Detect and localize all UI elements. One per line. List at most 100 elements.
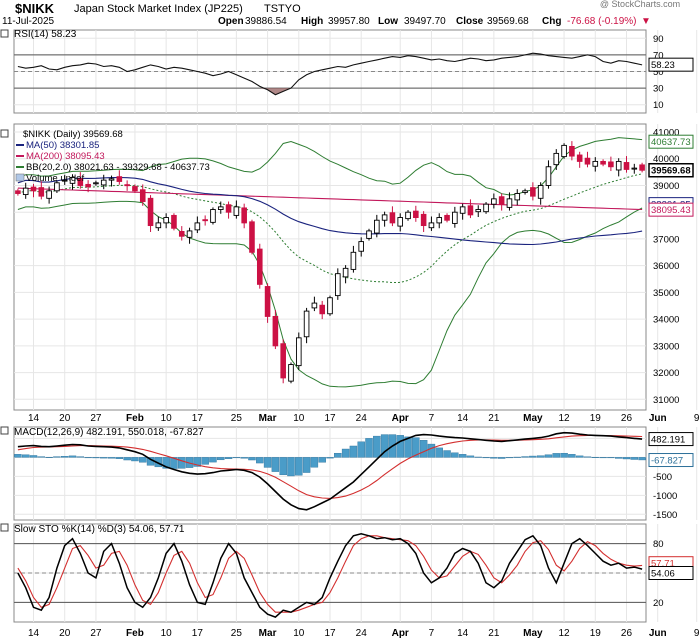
sto-k-last-value-box (648, 566, 694, 580)
candle-body (600, 160, 606, 165)
candle-body (475, 209, 482, 213)
y-tick-label: 30 (653, 84, 664, 95)
candle-body (147, 197, 154, 227)
x-tick-label: Jun (649, 413, 667, 424)
candle-body (61, 179, 68, 182)
macd-histogram-bar (178, 457, 186, 469)
symbol-label: $NIKK (15, 1, 55, 16)
macd-histogram-bar (310, 457, 319, 468)
rsi-legend: RSI(14) 58.23 (0, 29, 77, 40)
price-right-label-box (648, 134, 694, 149)
candle-body (264, 286, 271, 317)
macd-histogram-bar (513, 456, 521, 458)
macd-legend-text: MACD(12,26,9) 482.191, 550.018, -67.827 (14, 427, 204, 438)
price-legend-text: $NIKK (Daily) 39569.68 (23, 129, 123, 140)
macd-histogram-bar (76, 456, 85, 458)
x-tick-label: 19 (590, 628, 602, 639)
x-tick-label: 27 (90, 628, 102, 639)
macd-histogram-bar (84, 457, 92, 459)
macd-last-value: 482.191 (651, 435, 685, 446)
high-label: High (301, 16, 323, 27)
candle-body (85, 183, 91, 188)
chart-header: $NIKK Japan Stock Market Index (JP225) T… (2, 1, 651, 27)
price-right-label: 40637.73 (651, 137, 691, 148)
candle-body (155, 222, 162, 229)
x-tick-label: 25 (231, 628, 243, 639)
rsi-last-value: 58.23 (651, 60, 675, 71)
macd-histogram-bar (419, 440, 428, 458)
down-arrow-icon: ▼ (641, 16, 651, 27)
y-tick-label: 70 (653, 50, 664, 61)
candle-body (584, 157, 591, 165)
collapse-icon[interactable] (0, 29, 9, 38)
candle-body (420, 213, 427, 227)
macd-histogram-bar (123, 457, 131, 461)
x-tick-label: 9 (694, 628, 700, 639)
price-right-label: 39569.68 (651, 166, 691, 177)
macd-histogram-bar (427, 443, 436, 458)
x-tick-label: 7 (429, 413, 435, 424)
macd-histogram-bar (209, 457, 217, 463)
candle-body (77, 178, 84, 186)
macd-histogram-bar (505, 457, 514, 459)
macd-histogram-bar (638, 457, 646, 461)
collapse-icon[interactable] (0, 523, 9, 532)
macd-histogram-bar (365, 438, 373, 458)
candle-body (436, 217, 443, 224)
x-tick-label: 17 (324, 413, 336, 424)
macd-histogram-bar (591, 456, 599, 458)
macd-histogram-bar (334, 452, 342, 458)
candle-body (311, 302, 318, 309)
macd-histogram-bar (107, 457, 116, 459)
candle-body (459, 206, 466, 214)
sto-legend: Slow STO %K(14) %D(3) 54.06, 57.71 (0, 523, 185, 535)
macd-histogram-bar (217, 457, 225, 461)
candle-body (233, 206, 240, 216)
candle-body (22, 187, 29, 196)
x-tick-label: 7 (429, 628, 435, 639)
volume-legend-text: Volume undef (26, 173, 84, 184)
x-tick-label: May (523, 628, 543, 639)
macd-legend: MACD(12,26,9) 482.191, 550.018, -67.827 (0, 426, 204, 438)
candle-body (576, 154, 583, 162)
macd-histogram-bar (466, 455, 475, 458)
x-tick-label: 26 (621, 413, 633, 424)
macd-histogram-bar (458, 454, 467, 458)
collapse-icon[interactable] (0, 129, 9, 138)
macd-histogram-bar (614, 457, 623, 459)
candle-body (93, 182, 99, 185)
candle-body (366, 230, 372, 239)
candle-body (592, 160, 599, 167)
macd-histogram-bar (396, 435, 404, 458)
macd-histogram-bar (287, 457, 295, 477)
x-tick-label: 14 (28, 628, 40, 639)
y-tick-label: 40000 (653, 154, 679, 165)
candle-body (15, 190, 21, 194)
candle-body (452, 211, 458, 224)
candle-body (498, 196, 505, 205)
macd-histogram-bar (341, 448, 350, 458)
rsi-legend-text: RSI(14) 58.23 (14, 29, 77, 40)
bb-middle-line (17, 173, 643, 284)
ma200-legend-text: MA(200) 38095.43 (26, 151, 105, 162)
collapse-icon[interactable] (0, 426, 9, 435)
candle-body (108, 178, 115, 181)
macd-histogram-bar (583, 456, 592, 458)
candle-body (295, 337, 302, 367)
macd-histogram-bar (162, 457, 170, 469)
macd-histogram-bar (607, 457, 615, 459)
x-axis-top: 14 20 27 Feb 10 17 25 Mar 10 17 24 Apr 7 14 21 May 12 19 2… (28, 413, 700, 424)
candle-body (639, 164, 645, 171)
x-tick-label: 24 (356, 628, 368, 639)
candle-body (522, 190, 528, 193)
macd-histogram-bar (68, 455, 77, 458)
x-tick-label: 26 (621, 628, 633, 639)
macd-hist-last-value: -67.827 (651, 456, 683, 467)
candle-body (358, 241, 365, 252)
ma200-line (17, 187, 643, 211)
macd-histogram-bar (575, 455, 584, 458)
macd-histogram-bar (560, 452, 568, 458)
candle-body (491, 198, 497, 205)
chg-label: Chg (542, 16, 561, 27)
